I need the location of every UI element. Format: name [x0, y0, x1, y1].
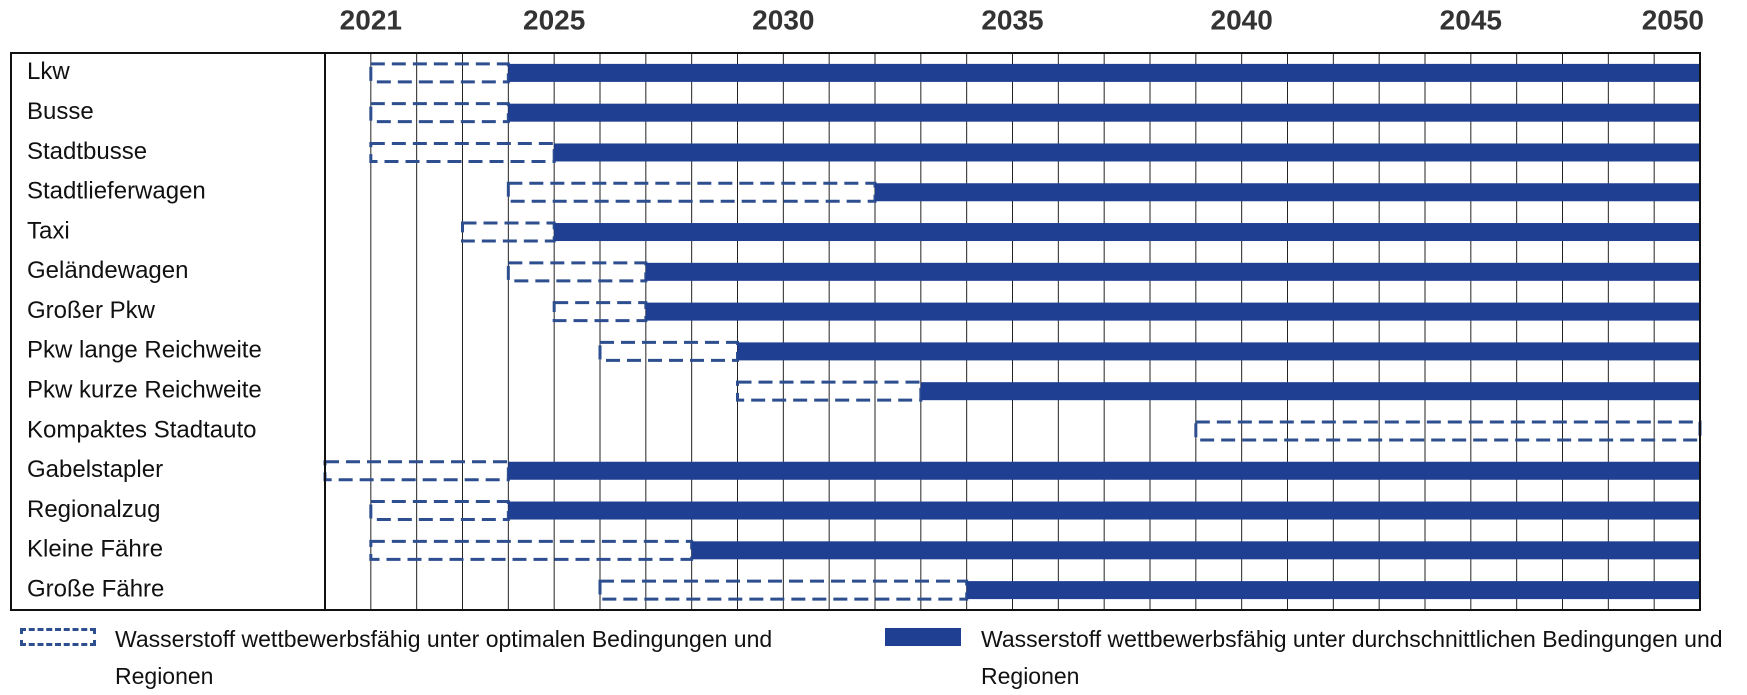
legend-label: Wasserstoff wettbewerbsfähig unter durch… [981, 626, 1723, 689]
row-label: Kompaktes Stadtauto [27, 416, 256, 443]
bar-average [875, 183, 1700, 202]
bar-average [508, 501, 1700, 520]
bar-average [920, 382, 1700, 401]
row-label: Regionalzug [27, 496, 160, 523]
bar-average [645, 302, 1701, 321]
bar-average [508, 63, 1700, 82]
x-tick-label: 2050 [1642, 4, 1704, 35]
row-label: Pkw lange Reichweite [27, 337, 262, 364]
bar-average [966, 581, 1700, 600]
frame [10, 52, 1701, 611]
row-label: Geländewagen [27, 257, 188, 284]
row-label: Große Fähre [27, 575, 164, 602]
legend-swatch [885, 628, 961, 646]
bar-average [554, 143, 1700, 162]
bar-optimal [1194, 420, 1702, 442]
x-tick-label: 2021 [340, 4, 402, 35]
bar-optimal [598, 579, 969, 601]
row-label: Stadtlieferwagen [27, 178, 206, 205]
bar-optimal [369, 62, 510, 84]
bar-optimal [506, 261, 648, 283]
row-label: Pkw kurze Reichweite [27, 377, 262, 404]
row-label: Busse [27, 98, 94, 125]
bar-optimal [552, 301, 648, 323]
bar-optimal [369, 539, 694, 561]
row-label: Taxi [27, 217, 70, 244]
legend-swatch [20, 628, 96, 646]
bar-average [737, 342, 1700, 361]
x-tick-label: 2035 [981, 4, 1043, 35]
x-tick-label: 2030 [752, 4, 814, 35]
row-label: Großer Pkw [27, 297, 156, 324]
x-tick-label: 2045 [1440, 4, 1502, 35]
x-tick-label: 2025 [523, 4, 585, 35]
chart: 2021 2025 2030 2035 2040 2045 2050 Lkw Busse Stad… [10, 4, 1704, 611]
row-label: Stadtbusse [27, 138, 147, 165]
x-tick-label: 2040 [1211, 4, 1273, 35]
legend-label: Wasserstoff wettbewerbsfähig unter optim… [115, 626, 773, 689]
row-label: Kleine Fähre [27, 536, 163, 563]
bar-optimal [369, 102, 510, 124]
bar-average [691, 541, 1700, 560]
bar-average [508, 103, 1700, 122]
bar-optimal [461, 221, 556, 243]
row-label: Lkw [27, 58, 70, 85]
bar-average [645, 262, 1701, 281]
bar-average [508, 461, 1700, 480]
bar-optimal [323, 460, 510, 482]
bar-optimal [369, 500, 510, 522]
bar-average [554, 223, 1700, 242]
bar-optimal [598, 340, 739, 362]
bar-optimal [506, 181, 877, 203]
row-label: Gabelstapler [27, 456, 163, 483]
